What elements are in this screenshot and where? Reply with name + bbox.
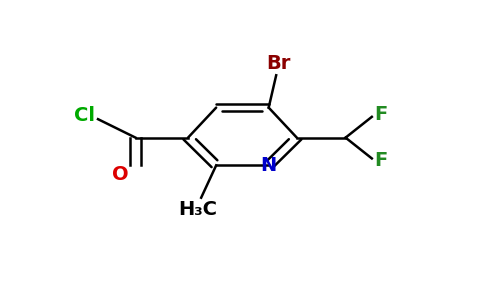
Text: F: F <box>375 105 388 124</box>
Text: O: O <box>112 165 129 184</box>
Text: N: N <box>260 156 277 175</box>
Text: H₃C: H₃C <box>178 200 217 219</box>
Text: F: F <box>375 151 388 170</box>
Text: Cl: Cl <box>75 106 95 125</box>
Text: Br: Br <box>266 54 290 73</box>
